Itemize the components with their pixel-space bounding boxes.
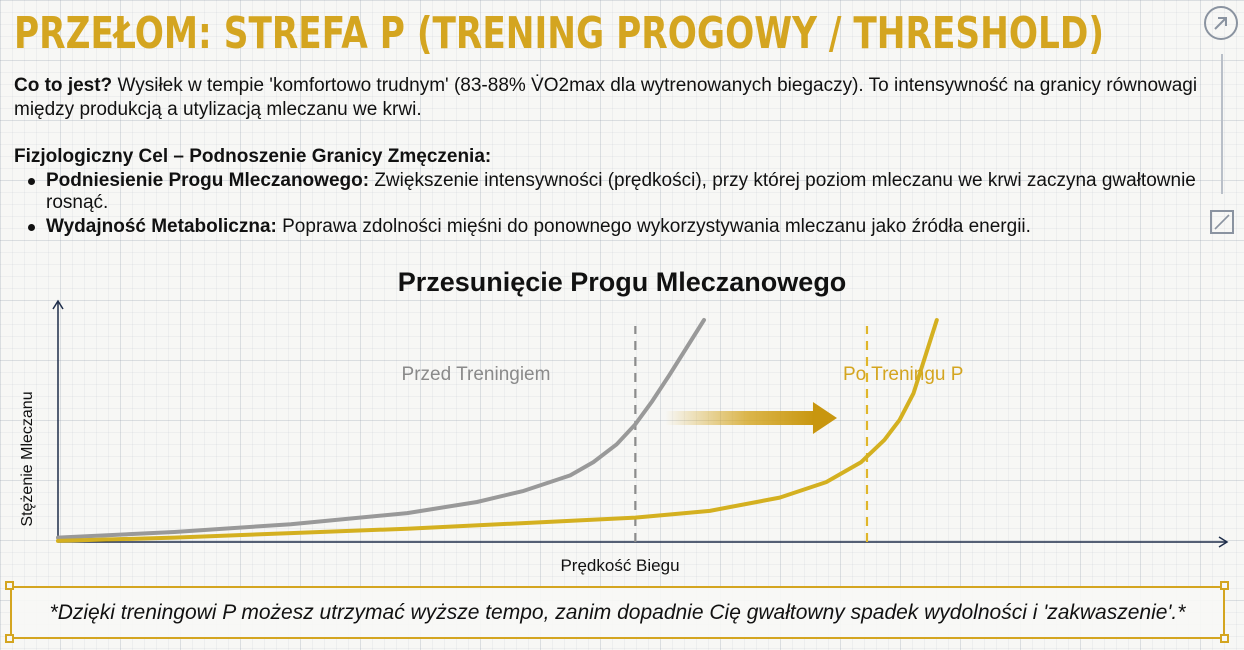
goals-list: Podniesienie Progu Mleczanowego: Zwiększ… <box>28 170 1196 240</box>
x-axis-label: Prędkość Biegu <box>560 556 679 575</box>
shift-arrow-body <box>665 411 815 425</box>
lactate-chart: Prędkość Biegu Stężenie Mleczanu Przed Tre… <box>19 299 1229 575</box>
y-axis-label: Stężenie Mleczanu <box>19 391 36 526</box>
goal-item: Podniesienie Progu Mleczanowego: Zwiększ… <box>28 170 1196 214</box>
side-divider <box>1221 54 1223 194</box>
goal-text: Zwiększenie intensywności (prędkości), p… <box>46 170 1196 213</box>
series-line <box>56 318 706 540</box>
goal-label: Wydajność Metaboliczna: <box>46 216 277 237</box>
corner-ornament <box>5 581 14 590</box>
intro-label: Co to jest? <box>14 75 113 96</box>
goals-heading: Fizjologiczny Cel – Podnoszenie Granicy … <box>14 146 492 167</box>
corner-ornament <box>5 634 14 643</box>
callout-text: *Dzięki treningowi P możesz utrzymać wyż… <box>49 600 1186 624</box>
chart-title: Przesunięcie Progu Mleczanowego <box>397 267 847 297</box>
y-axis-arrowhead <box>52 299 64 310</box>
intro-text: Wysiłek w tempie 'komfortowo trudnym' (8… <box>14 75 1198 120</box>
series-label: Po Treningu P <box>843 364 963 385</box>
goal-text: Poprawa zdolności mięśni do ponownego wy… <box>276 216 1031 237</box>
resize-icon[interactable] <box>1210 210 1234 234</box>
shift-arrow-head <box>812 402 837 434</box>
goal-item: Wydajność Metaboliczna: Poprawa zdolnośc… <box>28 216 1196 238</box>
corner-ornament <box>1220 634 1229 643</box>
callout-box: *Dzięki treningowi P możesz utrzymać wyż… <box>10 586 1225 639</box>
corner-ornament <box>1220 581 1229 590</box>
intro-paragraph: Co to jest? Wysiłek w tempie 'komfortowo… <box>14 74 1199 122</box>
x-axis-arrowhead <box>1218 536 1229 548</box>
series-line <box>56 318 939 543</box>
goal-label: Podniesienie Progu Mleczanowego: <box>46 170 370 191</box>
page-title: PRZEŁOM: STREFA P (TRENING PROGOWY / THR… <box>14 8 1105 59</box>
arrow-up-right-icon[interactable] <box>1204 6 1238 40</box>
series-label: Przed Treningiem <box>402 364 551 385</box>
